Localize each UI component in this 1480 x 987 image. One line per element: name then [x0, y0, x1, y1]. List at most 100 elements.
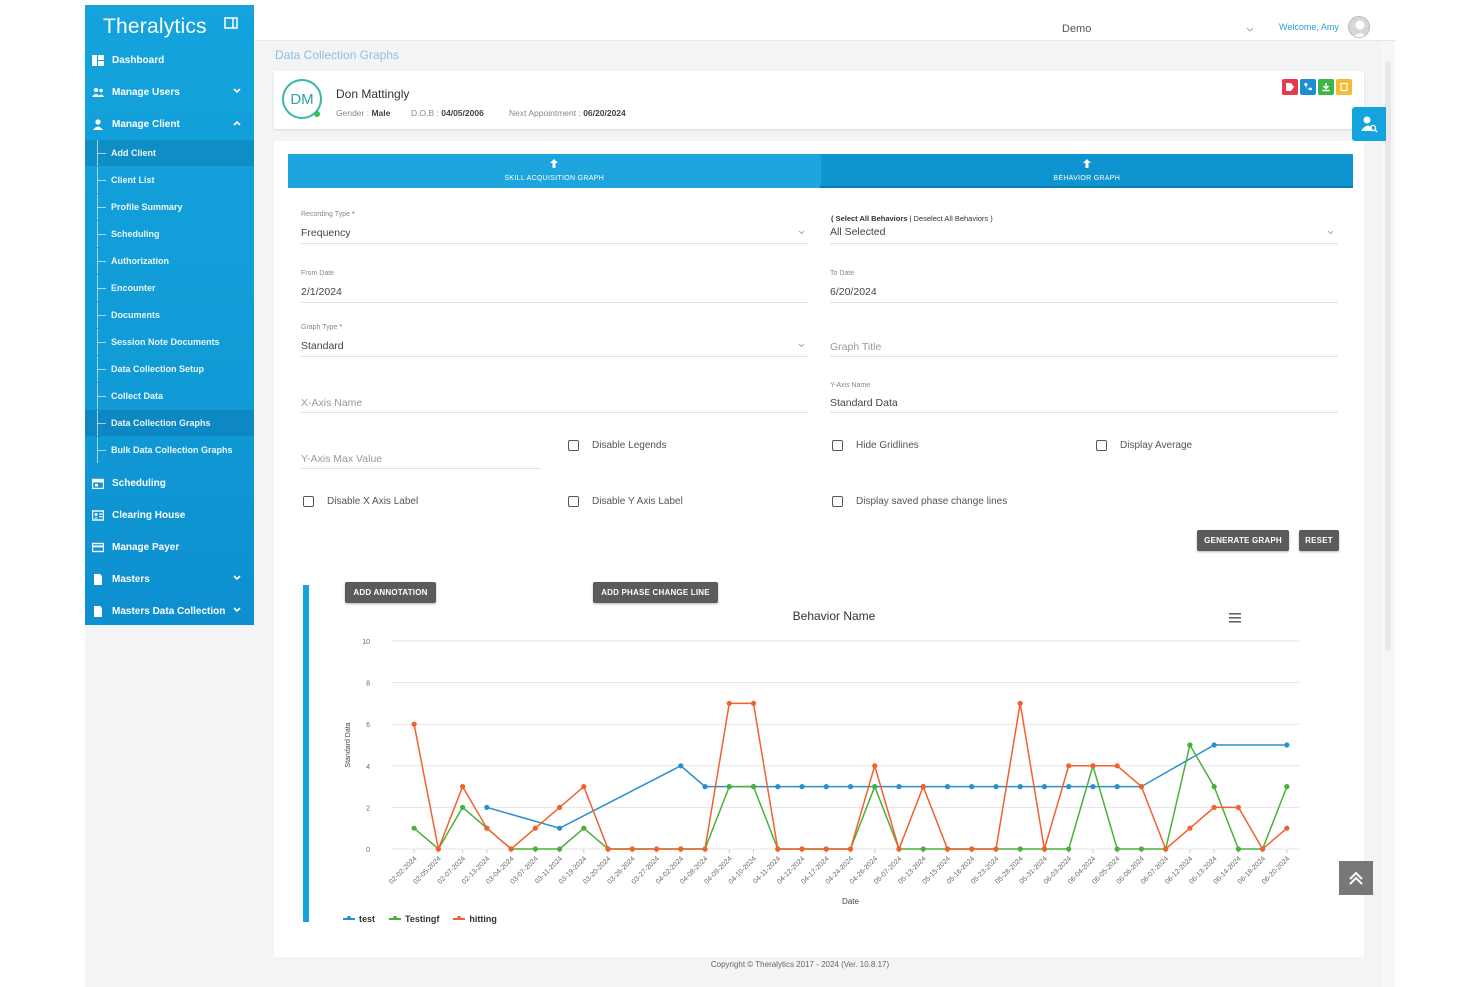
- y-axis-name-input[interactable]: Standard Data: [830, 397, 898, 409]
- sidebar-subitem-data-collection-graphs[interactable]: Data Collection Graphs: [85, 410, 254, 436]
- to-date-input[interactable]: 6/20/2024: [830, 286, 877, 298]
- sidebar-item-label: Scheduling: [112, 477, 166, 489]
- field-underline: [830, 302, 1338, 303]
- user-avatar[interactable]: [1348, 16, 1370, 38]
- checkbox-box[interactable]: [832, 496, 843, 507]
- sidebar-subitem-authorization[interactable]: Authorization: [85, 248, 254, 274]
- chevron-down-icon[interactable]: [1246, 27, 1254, 33]
- legend-item-testingf[interactable]: Testingf: [389, 914, 439, 924]
- add-annotation-button[interactable]: ADD ANNOTATION: [345, 582, 436, 603]
- sidebar-subitem-client-list[interactable]: Client List: [85, 167, 254, 193]
- sidebar-item-masters-data-collection[interactable]: Masters Data Collection: [85, 596, 254, 626]
- sidebar-subitem-scheduling[interactable]: Scheduling: [85, 221, 254, 247]
- data-point-testingf: [1284, 784, 1290, 790]
- org-selector[interactable]: Demo: [1062, 23, 1092, 35]
- field-underline: [830, 412, 1338, 413]
- sidebar-item-masters[interactable]: Masters: [85, 564, 254, 594]
- reset-button[interactable]: RESET: [1299, 530, 1339, 551]
- sidebar-item-scheduling[interactable]: Scheduling: [85, 468, 254, 498]
- legend-item-test[interactable]: test: [343, 914, 375, 924]
- data-point-testingf: [1138, 846, 1145, 852]
- welcome-text[interactable]: Welcome, Amy: [1279, 22, 1339, 32]
- chevron-down-icon: [233, 88, 241, 94]
- y-axis-max-input[interactable]: Y-Axis Max Value: [301, 453, 383, 465]
- checkbox-box[interactable]: [1096, 440, 1107, 451]
- generate-graph-button[interactable]: GENERATE GRAPH: [1197, 530, 1289, 551]
- download-icon[interactable]: [1318, 79, 1334, 95]
- disable-y-axis-label-checkbox[interactable]: Disable Y Axis Label: [568, 496, 683, 507]
- sidebar-item-manage-users[interactable]: Manage Users: [85, 77, 254, 107]
- data-point-hitting: [896, 846, 902, 852]
- checkbox-box[interactable]: [568, 440, 579, 451]
- sidebar-item-dashboard[interactable]: Dashboard: [85, 45, 254, 75]
- legend-label: hitting: [469, 914, 497, 924]
- footer-copyright: Copyright © Theralytics 2017 - 2024 (Ver…: [710, 960, 890, 969]
- sidebar-subitem-profile-summary[interactable]: Profile Summary: [85, 194, 254, 220]
- sidebar-item-manage-payer[interactable]: Manage Payer: [85, 532, 254, 562]
- data-point-hitting: [1187, 825, 1193, 831]
- credit-card-icon: [92, 542, 104, 552]
- sidebar-subitem-add-client[interactable]: Add Client: [85, 140, 254, 166]
- hide-gridlines-checkbox[interactable]: Hide Gridlines: [832, 440, 919, 451]
- recording-type-select[interactable]: Frequency: [301, 227, 351, 239]
- add-phase-change-line-button[interactable]: ADD PHASE CHANGE LINE: [593, 582, 718, 603]
- data-point-test: [702, 784, 708, 790]
- y-tick-label: 4: [366, 764, 370, 771]
- select-all-behaviors-link[interactable]: ( Select All Behaviors: [831, 214, 908, 223]
- data-point-hitting: [460, 784, 466, 790]
- sidebar-item-manage-client[interactable]: Manage Client: [85, 109, 254, 139]
- data-point-testingf: [1017, 846, 1023, 852]
- data-point-hitting: [847, 846, 854, 852]
- tab-skill-acquisition-graph[interactable]: SKILL ACQUISITION GRAPH: [288, 154, 821, 188]
- chevron-down-icon[interactable]: [798, 230, 805, 235]
- checkbox-box[interactable]: [832, 440, 843, 451]
- checkbox-box[interactable]: [568, 496, 579, 507]
- app-logo[interactable]: Theralytics: [103, 15, 207, 38]
- disable-x-axis-label-checkbox[interactable]: Disable X Axis Label: [303, 496, 418, 507]
- data-point-testingf: [581, 825, 587, 831]
- graph-type-select[interactable]: Standard: [301, 340, 344, 352]
- sidebar-item-clearing-house[interactable]: Clearing House: [85, 500, 254, 530]
- x-axis-name-input[interactable]: X-Axis Name: [301, 397, 363, 409]
- phone-icon[interactable]: [1300, 79, 1316, 95]
- chevron-down-icon[interactable]: [798, 343, 805, 348]
- legend-item-hitting[interactable]: hitting: [453, 914, 497, 924]
- display-average-checkbox[interactable]: Display Average: [1096, 440, 1192, 451]
- sidebar: Theralytics Dashboard Manage Users Manag…: [85, 5, 254, 625]
- sidebar-subitem-data-collection-setup[interactable]: Data Collection Setup: [85, 356, 254, 382]
- tab-behavior-graph[interactable]: BEHAVIOR GRAPH: [820, 154, 1353, 188]
- data-point-test: [1090, 784, 1096, 790]
- sidebar-subitem-encounter[interactable]: Encounter: [85, 275, 254, 301]
- page-scrollbar-thumb[interactable]: [1385, 61, 1391, 651]
- field-underline: [830, 243, 1338, 244]
- page-scrollbar[interactable]: [1382, 41, 1395, 987]
- sidebar-subitem-session-note-documents[interactable]: Session Note Documents: [85, 329, 254, 355]
- data-point-test: [823, 784, 829, 790]
- data-point-test: [678, 763, 684, 769]
- sidebar-subitem-bulk-data-collection-graphs[interactable]: Bulk Data Collection Graphs: [85, 437, 254, 463]
- data-point-testingf: [1066, 846, 1072, 852]
- chevron-up-icon: [233, 120, 241, 126]
- checkbox-box[interactable]: [303, 496, 314, 507]
- note-icon[interactable]: [1336, 79, 1352, 95]
- data-point-hitting: [484, 825, 490, 831]
- chevron-down-icon[interactable]: [1327, 230, 1334, 235]
- data-point-hitting: [1163, 846, 1169, 852]
- from-date-input[interactable]: 2/1/2024: [301, 286, 342, 298]
- behaviors-select[interactable]: All Selected: [830, 226, 886, 238]
- legend-label: Testingf: [405, 914, 440, 924]
- data-point-hitting: [556, 804, 563, 810]
- sidebar-collapse-icon[interactable]: [224, 16, 238, 30]
- user-search-button[interactable]: [1352, 107, 1386, 141]
- deselect-all-behaviors-link[interactable]: | Deselect All Behaviors ): [909, 214, 993, 223]
- chart-menu-icon[interactable]: [1229, 613, 1241, 623]
- page-title: Data Collection Graphs: [275, 48, 400, 62]
- checkbox-label: Hide Gridlines: [856, 440, 919, 451]
- display-phase-lines-checkbox[interactable]: Display saved phase change lines: [832, 496, 1007, 507]
- scroll-to-top-button[interactable]: [1339, 861, 1373, 895]
- graph-title-input[interactable]: Graph Title: [830, 341, 882, 353]
- sidebar-subitem-documents[interactable]: Documents: [85, 302, 254, 328]
- tag-icon[interactable]: [1282, 79, 1298, 95]
- disable-legends-checkbox[interactable]: Disable Legends: [568, 440, 667, 451]
- sidebar-subitem-collect-data[interactable]: Collect Data: [85, 383, 254, 409]
